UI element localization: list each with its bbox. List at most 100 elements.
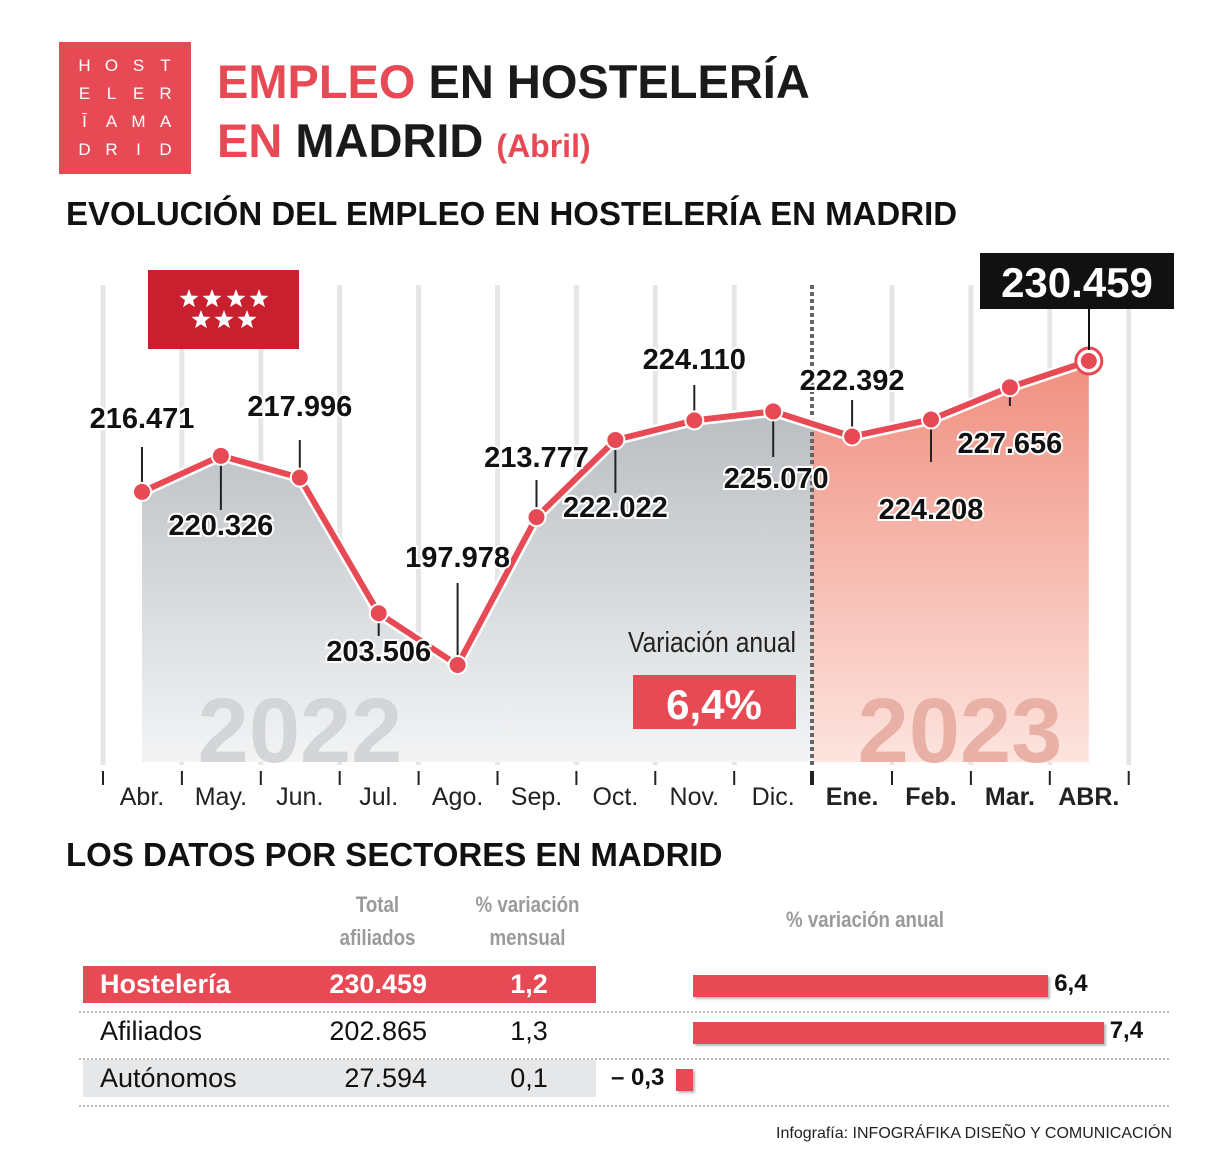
star-icon	[214, 310, 234, 329]
data-label: 224.208	[879, 494, 984, 526]
year-2022-watermark: 2022	[198, 680, 403, 782]
col-header-monthly: % variación mensual	[475, 892, 580, 950]
sector-total: 230.459	[329, 969, 427, 999]
x-tick-label: Feb.	[905, 783, 956, 811]
sector-total: 27.594	[344, 1063, 427, 1093]
data-label: 217.996	[247, 391, 352, 423]
data-point	[684, 410, 705, 431]
sector-row: Autónomos 27.594 0,1 – 0,3	[79, 1059, 1169, 1107]
data-label: 216.471	[90, 403, 195, 435]
sector-name: Afiliados	[100, 1016, 203, 1046]
logo-letter: R	[105, 140, 118, 159]
logo-letter: S	[132, 56, 145, 75]
data-point	[210, 445, 231, 466]
x-tick-label: Dic.	[752, 783, 795, 811]
x-tick-label: Ene.	[826, 783, 879, 811]
title-black-1: EN HOSTELERÍA	[415, 55, 810, 108]
data-point	[605, 429, 626, 450]
sector-row: Afiliados 202.865 1,3 7,4	[79, 1012, 1169, 1060]
highlight-value: 230.459	[1001, 259, 1153, 306]
x-tick-label: Jun.	[276, 783, 323, 811]
logo-letter: L	[106, 84, 117, 103]
sector-total: 202.865	[329, 1016, 427, 1046]
annual-variation-bar	[693, 1022, 1104, 1044]
x-tick-label: May.	[195, 783, 247, 811]
logo-letter: Ī	[82, 112, 87, 131]
data-label: 225.070	[724, 463, 829, 495]
logo-letter: E	[78, 84, 91, 103]
logo-letter: A	[105, 112, 118, 131]
sector-name: Autónomos	[100, 1063, 237, 1093]
annotation-value: 6,4%	[666, 681, 762, 728]
annual-variation-label: 7,4	[1109, 1017, 1144, 1044]
x-tick-label: Oct.	[592, 783, 638, 811]
title-subtitle: (Abril)	[496, 128, 591, 164]
x-tick-label: Nov.	[670, 783, 720, 811]
annual-variation-label: – 0,3	[610, 1064, 665, 1091]
col-header-annual: % variación anual	[786, 907, 944, 932]
logo-letter: I	[136, 140, 141, 159]
data-point	[921, 409, 941, 430]
sector-name: Hostelería	[100, 969, 231, 999]
sectors-section-title: LOS DATOS POR SECTORES EN MADRID	[66, 836, 723, 873]
logo-letter: A	[159, 112, 172, 131]
data-point	[842, 426, 863, 447]
sector-monthly: 1,2	[510, 969, 548, 999]
data-label: 203.506	[326, 636, 431, 668]
title-red-2: EN	[217, 114, 283, 167]
page-title: EMPLEO EN HOSTELERÍA EN MADRID (Abril)	[217, 52, 810, 176]
area-2023	[812, 360, 1089, 762]
star-icon	[249, 289, 269, 308]
col-header-total: Total afiliados	[339, 892, 416, 950]
data-point	[289, 467, 310, 488]
annotation-label: Variación anual	[628, 626, 796, 658]
star-icon	[191, 310, 211, 329]
data-label: 213.777	[484, 442, 589, 474]
madrid-flag-icon	[148, 270, 299, 349]
data-point	[999, 377, 1020, 398]
annual-variation-label: 6,4	[1054, 970, 1088, 997]
highlight-box	[980, 253, 1174, 309]
x-tick-label: ABR.	[1058, 783, 1119, 811]
star-icon	[179, 289, 199, 308]
x-tick-label: Jul.	[359, 783, 398, 811]
annual-variation-bar	[676, 1069, 693, 1091]
logo-letter: E	[132, 84, 145, 103]
data-point	[763, 401, 784, 422]
star-icon	[226, 289, 246, 308]
logo-letter: T	[160, 56, 171, 75]
logo-letter: D	[78, 140, 91, 159]
logo-letter: H	[78, 56, 91, 75]
star-icon	[237, 310, 257, 329]
annotation-box	[633, 675, 796, 729]
x-tick-label: Ago.	[432, 783, 483, 811]
logo-letter: D	[159, 140, 172, 159]
data-label: 222.022	[563, 492, 668, 524]
data-label: 227.656	[957, 428, 1062, 460]
x-tick-label: Mar.	[985, 783, 1035, 811]
year-2023-watermark: 2023	[858, 680, 1063, 782]
data-point	[447, 655, 468, 675]
employment-line-chart: 2022 2023 216.471 220.326 217.996 203.506 19…	[88, 253, 1174, 811]
chart-section-title: EVOLUCIÓN DEL EMPLEO EN HOSTELERÍA EN MA…	[66, 195, 958, 232]
data-label: 224.110	[643, 344, 746, 376]
title-red-1: EMPLEO	[217, 55, 416, 108]
data-point	[368, 603, 389, 624]
data-point	[526, 507, 547, 528]
data-label: 197.978	[405, 542, 510, 574]
x-tick-label: Sep.	[511, 783, 562, 811]
x-tick-label: Abr.	[120, 783, 164, 811]
sector-monthly: 1,3	[510, 1016, 548, 1046]
data-label: 222.392	[800, 365, 905, 397]
sector-row: Hostelería 230.459 1,2 6,4	[79, 965, 1169, 1013]
sector-monthly: 0,1	[510, 1063, 548, 1093]
logo-letter: R	[159, 84, 172, 103]
data-label: 220.326	[168, 510, 273, 542]
credit: Infografía: INFOGRÁFIKA DISEÑO Y COMUNIC…	[776, 1125, 1172, 1142]
annual-variation-bar	[693, 975, 1049, 997]
logo-letter: O	[104, 56, 119, 75]
data-point	[132, 481, 152, 502]
star-icon	[202, 289, 222, 308]
